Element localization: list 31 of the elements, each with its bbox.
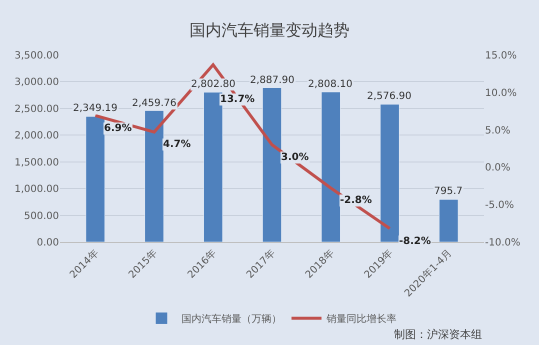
- chart-title: 国内汽车销量变动趋势: [190, 20, 350, 40]
- y2-tick-label: -5.0%: [485, 200, 514, 212]
- data-label: 795.7: [434, 186, 463, 197]
- data-label: 13.7%: [220, 94, 255, 105]
- legend-label: 国内汽车销量（万辆）: [182, 313, 282, 326]
- data-label: -2.8%: [340, 195, 372, 206]
- data-label: 2,459.76: [132, 98, 177, 109]
- y-tick-label: 500.00: [24, 210, 59, 222]
- data-label: 2,802.80: [191, 79, 236, 90]
- data-label: 3.0%: [281, 152, 309, 163]
- y2-tick-label: 15.0%: [485, 50, 517, 62]
- y-tick-label: 3,500.00: [14, 50, 59, 62]
- data-label: 4.7%: [163, 139, 191, 150]
- y-tick-label: 1,000.00: [14, 184, 59, 196]
- legend-label: 销量同比增长率: [326, 313, 396, 326]
- y2-tick-label: 10.0%: [485, 88, 517, 99]
- text: 制图：沪深资本组: [394, 328, 482, 341]
- y-tick-label: 3,000.00: [14, 77, 59, 88]
- data-label: 2,808.10: [308, 79, 353, 90]
- y-tick-label: 2,000.00: [14, 130, 59, 142]
- y-tick-label: 2,500.00: [14, 104, 59, 115]
- data-label: -8.2%: [399, 236, 431, 247]
- y2-tick-label: 0.0%: [485, 162, 510, 174]
- y-tick-label: 0.00: [36, 238, 59, 248]
- y2-tick-label: -10.0%: [485, 238, 520, 248]
- data-label: 2,349.19: [73, 103, 118, 114]
- y2-tick-label: 5.0%: [485, 125, 510, 136]
- y-tick-label: 1,500.00: [14, 157, 59, 168]
- data-label: 2,576.90: [367, 91, 412, 102]
- data-label: 6.9%: [104, 123, 132, 134]
- data-label: 2,887.90: [250, 75, 295, 86]
